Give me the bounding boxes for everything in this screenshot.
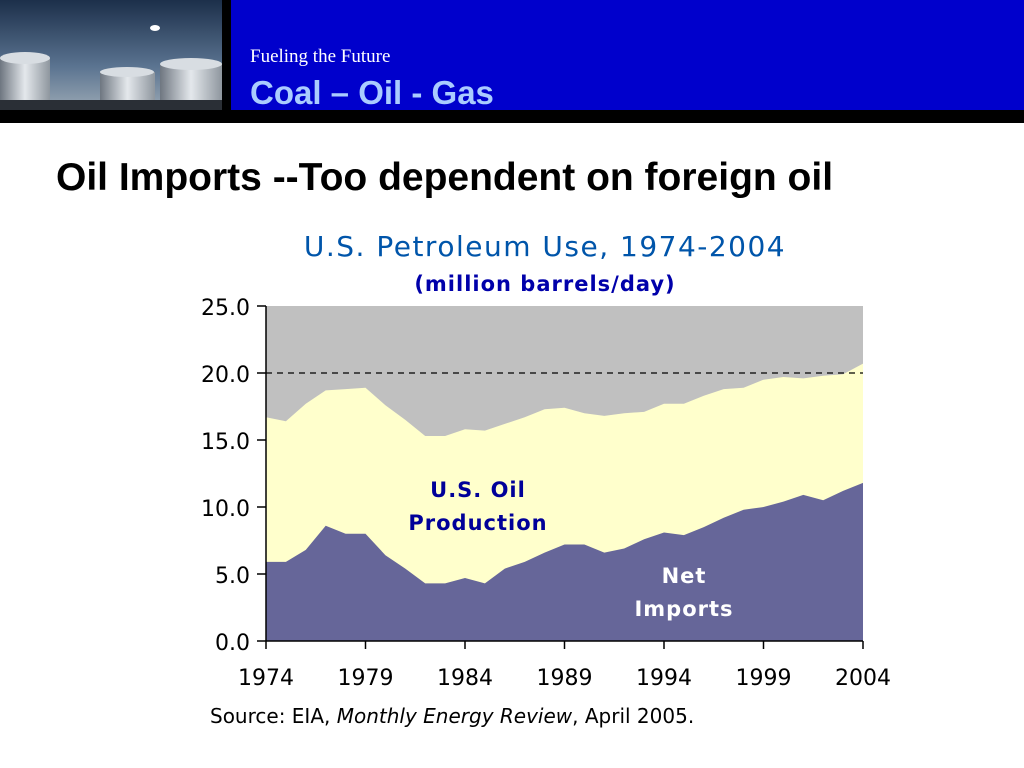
y-tick-label: 0.0 (215, 631, 250, 656)
x-tick-label: 1999 (736, 666, 792, 691)
x-tick-label: 1974 (238, 666, 294, 691)
label-imports-line1: Net (662, 564, 707, 588)
source-publication: Monthly Energy Review (336, 704, 573, 728)
label-production-line2: Production (408, 511, 547, 535)
y-tick-label: 15.0 (201, 430, 250, 455)
area-net-imports (266, 482, 863, 641)
source-suffix: , April 2005. (572, 704, 695, 728)
petroleum-use-chart: U.S. Petroleum Use, 1974-2004 (million ba… (201, 230, 891, 691)
header-separator (222, 0, 231, 110)
x-tick-label: 1979 (338, 666, 394, 691)
label-production-line1: U.S. Oil (430, 478, 526, 502)
x-tick-label: 1994 (636, 666, 692, 691)
y-tick-label: 10.0 (201, 497, 250, 522)
header-subtitle: Fueling the Future (250, 46, 391, 67)
source-prefix: Source: EIA, (210, 704, 337, 728)
header-bottom-bar (0, 110, 1024, 123)
source-note: Source: EIA, Monthly Energy Review, Apri… (210, 704, 694, 728)
slide-title: Oil Imports --Too dependent on foreign o… (56, 156, 834, 199)
label-imports-line2: Imports (634, 597, 733, 621)
header-title: Coal – Oil - Gas (250, 74, 494, 111)
y-tick-label: 20.0 (201, 363, 250, 388)
y-tick-label: 25.0 (201, 296, 250, 321)
header-band: Fueling the Future Coal – Oil - Gas (0, 0, 1024, 111)
chart-title: U.S. Petroleum Use, 1974-2004 (304, 230, 786, 263)
chart-subtitle: (million barrels/day) (414, 272, 675, 296)
x-tick-label: 1984 (437, 666, 493, 691)
oil-tanks-photo (0, 0, 222, 110)
x-tick-label: 1989 (537, 666, 593, 691)
x-tick-label: 2004 (835, 666, 891, 691)
y-tick-label: 5.0 (215, 564, 250, 589)
